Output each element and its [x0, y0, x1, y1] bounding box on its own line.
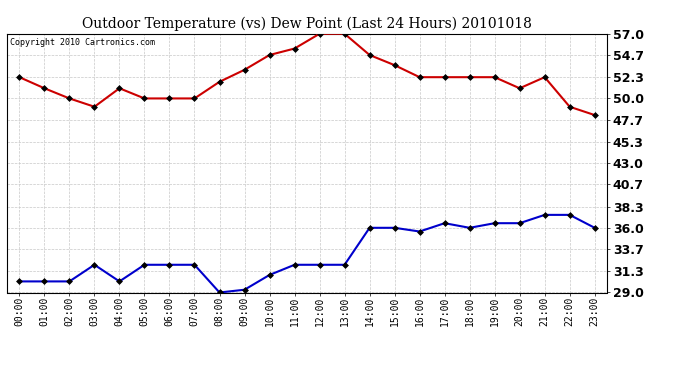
- Title: Outdoor Temperature (vs) Dew Point (Last 24 Hours) 20101018: Outdoor Temperature (vs) Dew Point (Last…: [82, 17, 532, 31]
- Text: Copyright 2010 Cartronics.com: Copyright 2010 Cartronics.com: [10, 38, 155, 46]
